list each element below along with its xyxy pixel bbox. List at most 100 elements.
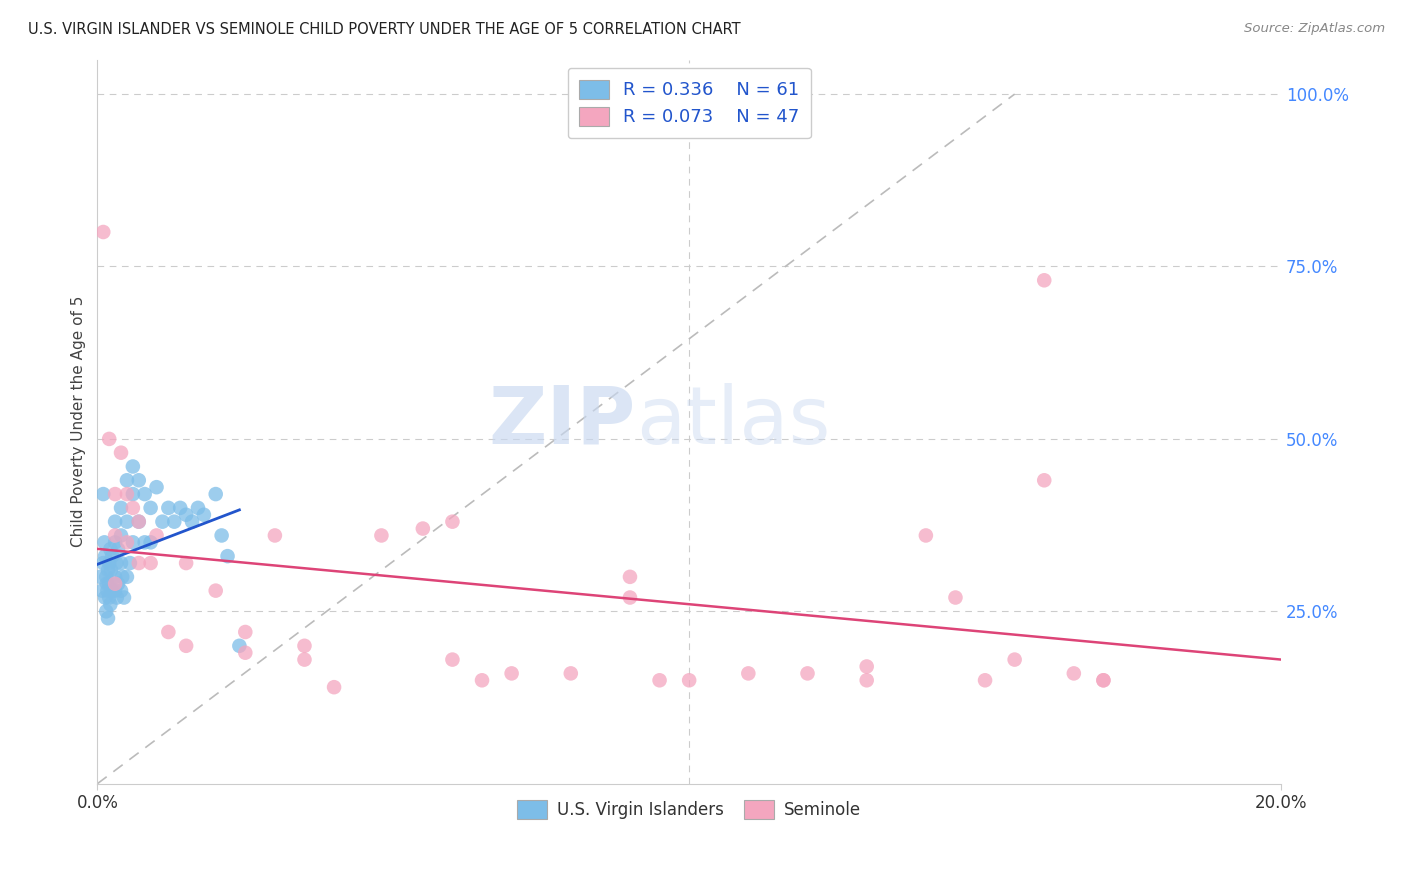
Point xyxy=(128,473,150,487)
Point xyxy=(152,515,174,529)
Point xyxy=(98,591,121,605)
Point xyxy=(174,639,197,653)
Point xyxy=(233,646,256,660)
Point xyxy=(915,528,938,542)
Point xyxy=(945,591,967,605)
Point xyxy=(121,487,143,501)
Point xyxy=(560,666,582,681)
Point xyxy=(855,673,877,688)
Point xyxy=(101,583,124,598)
Point xyxy=(139,535,162,549)
Point xyxy=(128,515,150,529)
Point xyxy=(93,535,115,549)
Point xyxy=(110,583,132,598)
Point xyxy=(855,659,877,673)
Point xyxy=(974,673,997,688)
Point xyxy=(471,673,494,688)
Point xyxy=(111,570,134,584)
Point xyxy=(163,515,186,529)
Point xyxy=(121,500,143,515)
Point xyxy=(110,556,132,570)
Point xyxy=(1004,652,1026,666)
Point xyxy=(157,625,180,640)
Point xyxy=(619,591,641,605)
Point xyxy=(89,570,111,584)
Point xyxy=(501,666,523,681)
Point xyxy=(181,515,204,529)
Point xyxy=(110,446,132,460)
Point xyxy=(211,528,233,542)
Point xyxy=(110,528,132,542)
Point xyxy=(107,576,129,591)
Point xyxy=(228,639,250,653)
Point xyxy=(294,639,316,653)
Point xyxy=(91,556,114,570)
Point xyxy=(110,500,132,515)
Point xyxy=(678,673,700,688)
Point xyxy=(441,515,464,529)
Point xyxy=(91,225,114,239)
Point xyxy=(187,500,209,515)
Point xyxy=(121,535,143,549)
Point xyxy=(115,487,138,501)
Point xyxy=(118,556,141,570)
Point xyxy=(128,556,150,570)
Point xyxy=(104,487,127,501)
Point xyxy=(134,487,156,501)
Point xyxy=(145,528,167,542)
Point xyxy=(115,535,138,549)
Point xyxy=(96,583,118,598)
Point xyxy=(94,591,117,605)
Point xyxy=(139,556,162,570)
Point xyxy=(737,666,759,681)
Point xyxy=(648,673,671,688)
Point xyxy=(157,500,180,515)
Point xyxy=(104,528,127,542)
Point xyxy=(115,570,138,584)
Point xyxy=(217,549,239,563)
Point xyxy=(101,549,124,563)
Point xyxy=(1092,673,1115,688)
Point xyxy=(105,591,128,605)
Point xyxy=(204,583,226,598)
Point xyxy=(98,598,121,612)
Point xyxy=(91,487,114,501)
Point xyxy=(98,576,121,591)
Point xyxy=(169,500,191,515)
Point xyxy=(145,480,167,494)
Point xyxy=(193,508,215,522)
Point xyxy=(98,556,121,570)
Point xyxy=(128,515,150,529)
Point xyxy=(96,570,118,584)
Point xyxy=(100,563,122,577)
Point xyxy=(619,570,641,584)
Point xyxy=(264,528,287,542)
Point xyxy=(412,522,434,536)
Point xyxy=(370,528,392,542)
Point xyxy=(204,487,226,501)
Point xyxy=(121,459,143,474)
Point xyxy=(104,583,127,598)
Point xyxy=(174,508,197,522)
Point xyxy=(104,576,127,591)
Point xyxy=(1033,473,1056,487)
Point xyxy=(104,535,127,549)
Point xyxy=(107,542,129,557)
Text: atlas: atlas xyxy=(636,383,831,460)
Y-axis label: Child Poverty Under the Age of 5: Child Poverty Under the Age of 5 xyxy=(72,296,86,548)
Point xyxy=(233,625,256,640)
Text: U.S. VIRGIN ISLANDER VS SEMINOLE CHILD POVERTY UNDER THE AGE OF 5 CORRELATION CH: U.S. VIRGIN ISLANDER VS SEMINOLE CHILD P… xyxy=(28,22,741,37)
Point xyxy=(1033,273,1056,287)
Point xyxy=(112,591,135,605)
Point xyxy=(104,570,127,584)
Point xyxy=(104,515,127,529)
Point xyxy=(323,680,346,694)
Point xyxy=(97,611,120,625)
Point xyxy=(139,500,162,515)
Point xyxy=(1063,666,1085,681)
Text: ZIP: ZIP xyxy=(489,383,636,460)
Point xyxy=(98,432,121,446)
Point xyxy=(96,576,118,591)
Point xyxy=(97,563,120,577)
Point xyxy=(115,515,138,529)
